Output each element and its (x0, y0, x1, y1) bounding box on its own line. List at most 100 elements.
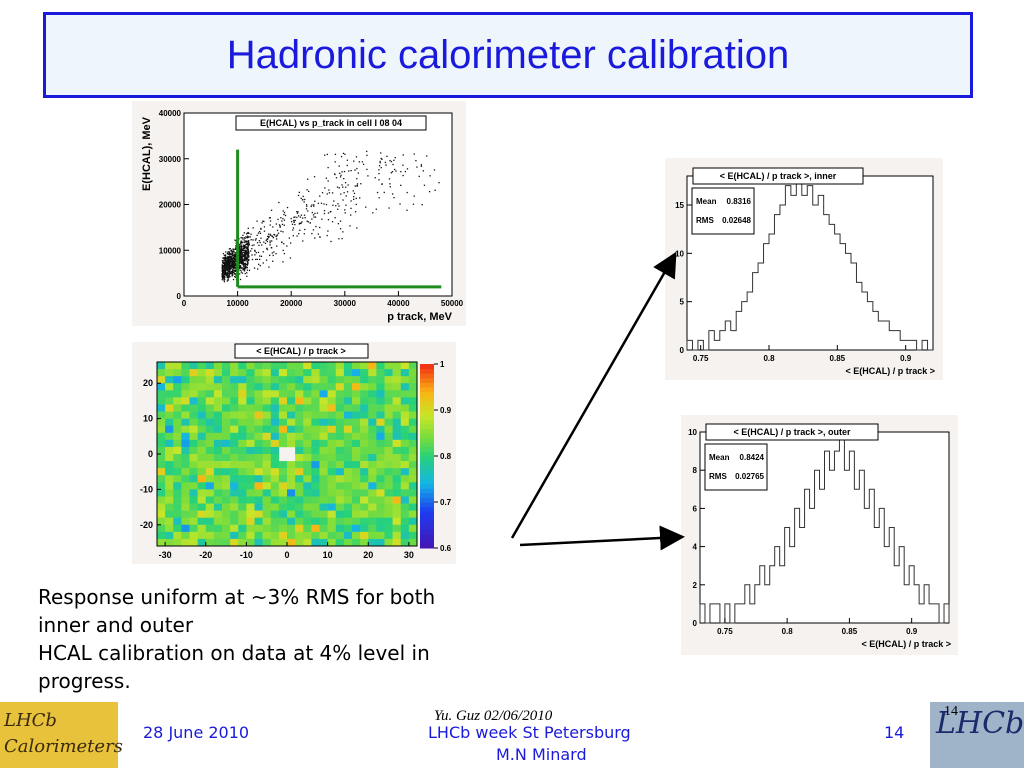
heatmap-cell (222, 489, 231, 497)
scatter-point (245, 233, 248, 235)
colorbar-swatch (420, 451, 434, 457)
scatter-point (331, 221, 334, 223)
heatmap-cell (408, 461, 418, 469)
heatmap-cell (213, 362, 223, 370)
heatmap-cell (335, 531, 345, 540)
heatmap-cell (197, 538, 207, 547)
heatmap-cell (343, 411, 353, 419)
heatmap-cell (408, 383, 418, 391)
heatmap-cell (392, 383, 402, 391)
scatter-point (283, 252, 286, 255)
heatmap-cell (303, 390, 312, 398)
heatmap-cell (270, 524, 280, 533)
colorbar-swatch (420, 497, 434, 503)
slide-title: Hadronic calorimeter calibration (226, 32, 790, 77)
heatmap-cell (384, 482, 393, 490)
colorbar-swatch (420, 479, 434, 485)
heatmap-cell (319, 482, 328, 490)
heatmap-cell (400, 524, 410, 533)
scatter-point (224, 262, 226, 265)
heatmap-cell (157, 454, 166, 462)
heatmap-cell (311, 461, 320, 469)
heatmap-cell (213, 489, 223, 497)
heatmap-cell (400, 418, 410, 426)
heatmap-cell (181, 482, 190, 490)
heatmap-cell (181, 496, 190, 504)
scatter-point (320, 202, 323, 204)
heatmap-cell (400, 411, 410, 419)
heatmap-cell (262, 454, 272, 462)
scatter-point (271, 240, 273, 242)
scatter-point (228, 255, 231, 257)
heatmap-cell (327, 489, 337, 497)
heatmap-cell (254, 383, 263, 391)
heatmap-cell (352, 468, 361, 476)
scatter-point (227, 263, 229, 265)
scatter-ytick-label: 10000 (159, 246, 182, 255)
body-text: Response uniform at ~3% RMS for both inn… (38, 583, 538, 695)
scatter-point (221, 275, 224, 277)
heatmap-cell (392, 468, 402, 476)
scatter-point (394, 156, 396, 159)
scatter-point (404, 170, 407, 173)
heatmap-cell (368, 418, 377, 426)
scatter-point (303, 233, 305, 235)
heatmap-cell (327, 383, 337, 391)
heatmap-cell (238, 538, 247, 547)
scatter-point (224, 271, 226, 274)
heatmap-cell (270, 390, 280, 398)
heatmap-cell (352, 517, 361, 526)
heatmap-cell (165, 489, 174, 497)
heatmap-cell (246, 446, 255, 455)
heatmap-cell (392, 461, 402, 469)
scatter-point (356, 178, 358, 180)
heatmap-cell (197, 362, 207, 370)
scatter-point (392, 163, 394, 166)
scatter-point (294, 219, 296, 222)
heatmap-cell (400, 496, 410, 504)
heatmap-cell (246, 468, 255, 476)
scatter-point (324, 187, 326, 189)
heatmap-cell (311, 524, 320, 533)
heatmap-cell (222, 418, 231, 426)
heatmap-cell (246, 454, 255, 462)
scatter-point (271, 235, 273, 237)
scatter-point (258, 263, 260, 265)
heatmap-cell (278, 432, 288, 441)
scatter-point (244, 260, 246, 262)
scatter-point (244, 254, 246, 256)
heatmap-cell (335, 517, 345, 526)
heatmap-cell (319, 461, 328, 469)
scatter-point (226, 262, 229, 264)
heatmap-cell (311, 425, 320, 434)
scatter-point (222, 275, 225, 278)
scatter-point (227, 279, 229, 281)
scatter-point (240, 258, 242, 260)
heatmap-cell (319, 468, 328, 476)
heatmap-cell (230, 454, 239, 462)
heatmap-cell (254, 439, 263, 448)
inner-xtick-label: 0.75 (693, 354, 709, 363)
heatmap-cell (408, 397, 418, 405)
heatmap-cell (246, 369, 255, 377)
heatmap-cell (197, 390, 207, 398)
scatter-point (383, 191, 385, 194)
scatter-point (293, 221, 295, 223)
heatmap-cell (197, 411, 207, 419)
scatter-point (311, 204, 313, 206)
heatmap-cell (205, 446, 215, 455)
scatter-point (304, 228, 306, 231)
scatter-point (226, 260, 228, 262)
scatter-point (344, 153, 346, 155)
heatmap-cell (254, 454, 263, 462)
heatmap-chart: -30 -20 -10 0 10 20 30-20-10010200.60.70.80.91… (140, 343, 452, 560)
scatter-point (301, 199, 304, 201)
heatmap-cell (368, 432, 377, 441)
scatter-point (262, 251, 264, 253)
scatter-point (302, 217, 304, 219)
heatmap-cell (173, 482, 182, 490)
scatter-point (319, 236, 321, 238)
scatter-point (233, 261, 235, 264)
scatter-point (232, 264, 235, 266)
heatmap-cell (384, 461, 393, 469)
